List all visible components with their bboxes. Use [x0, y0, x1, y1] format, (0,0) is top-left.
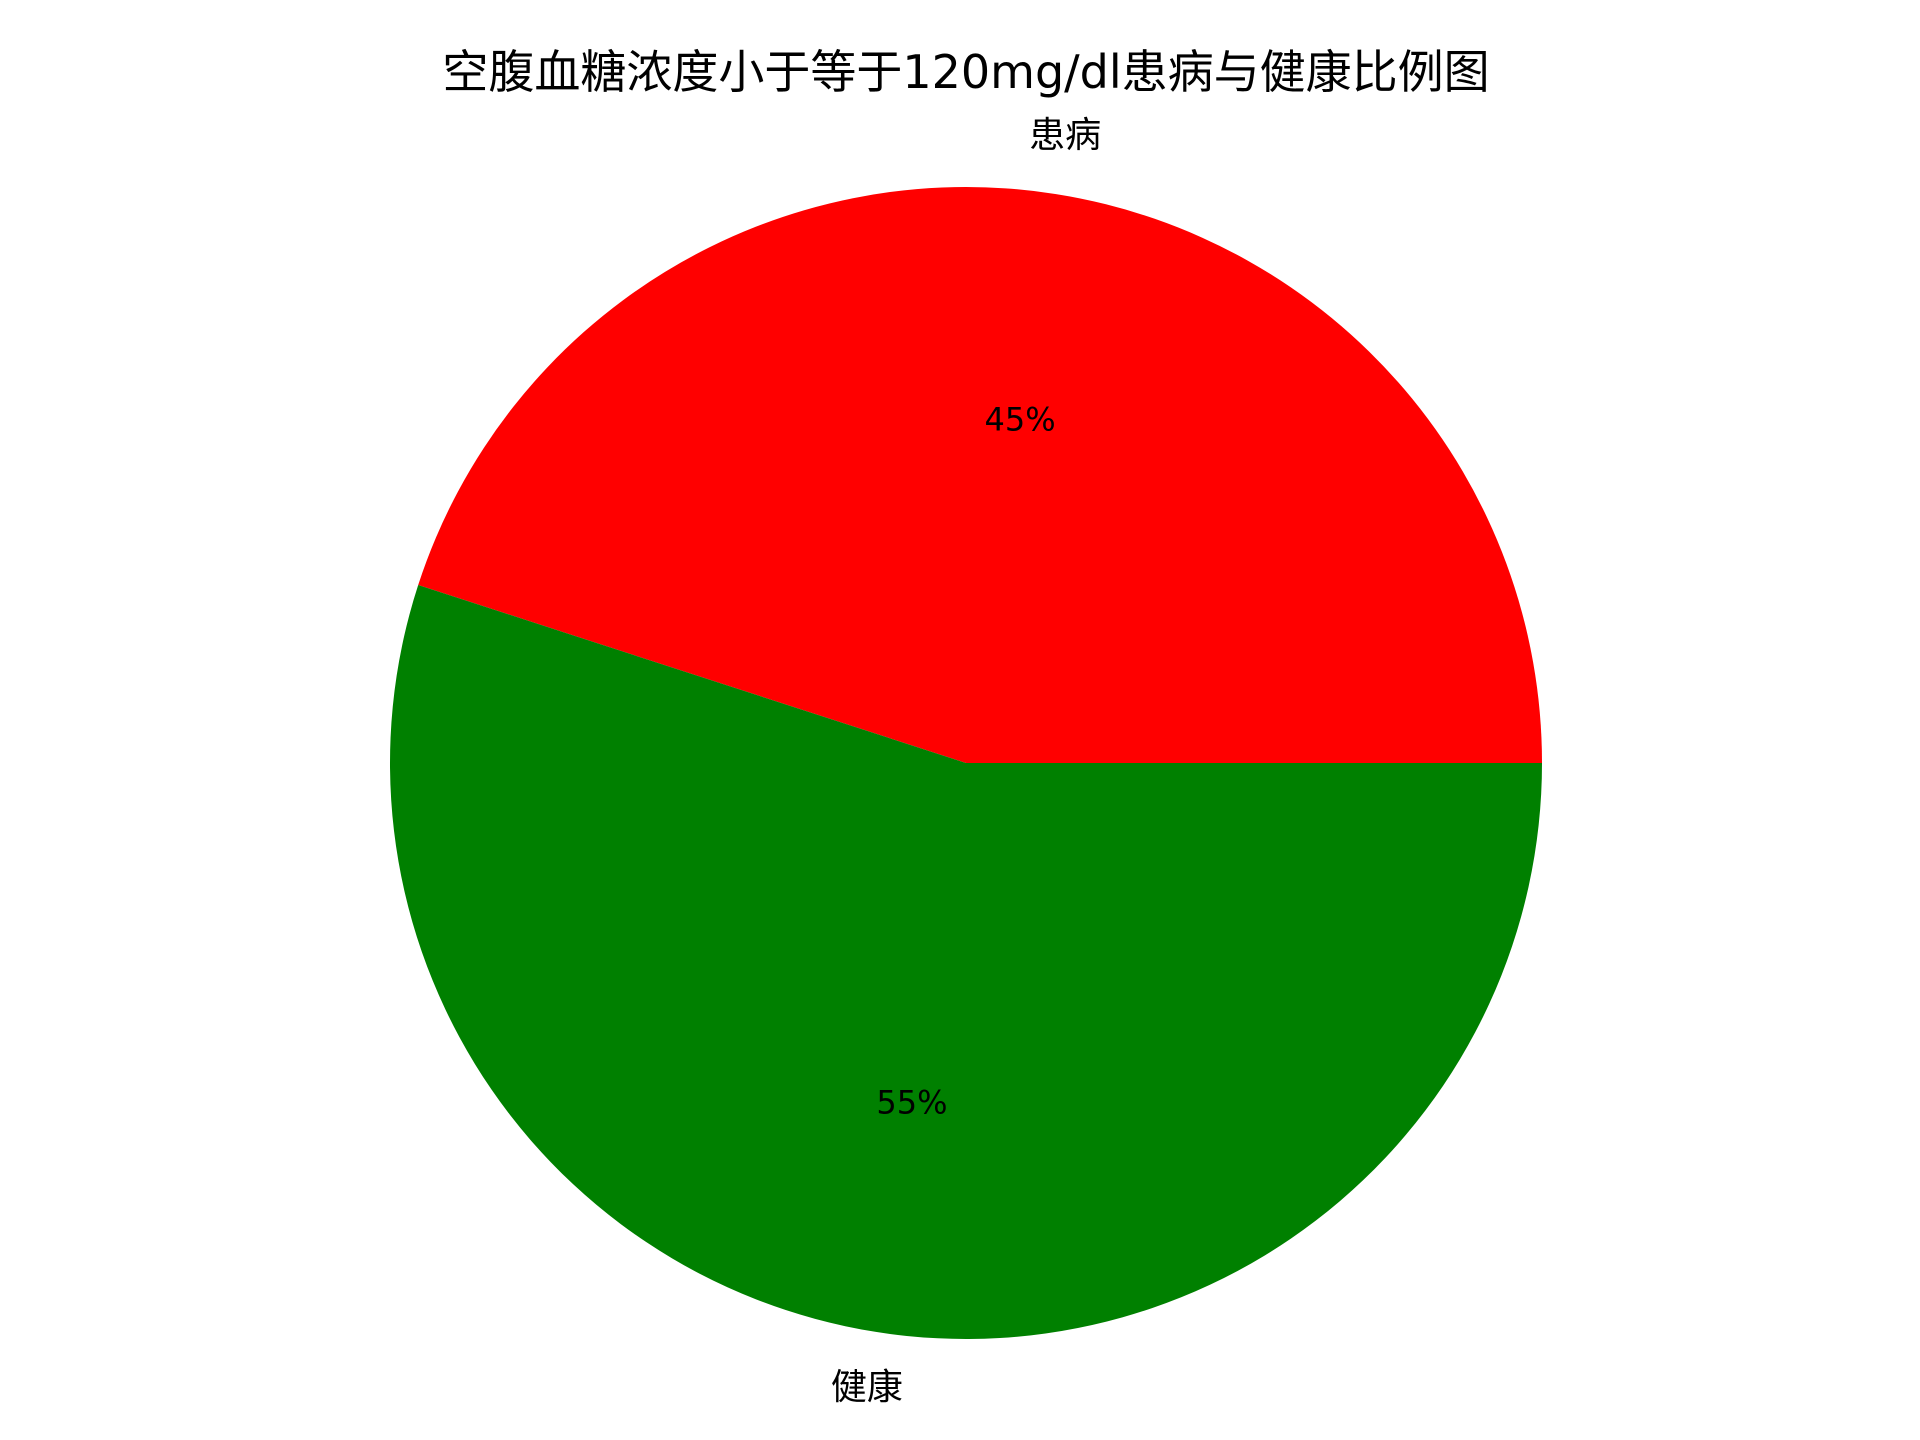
slice-label-1: 健康 [831, 1367, 903, 1408]
pie-slice-1 [389, 585, 1542, 1340]
pie-labels: 患病 45% 健康 55% [831, 115, 1101, 1408]
pie-slices [389, 187, 1543, 1340]
slice-label-0: 患病 [1029, 115, 1101, 156]
slice-pct-label-1: 55% [876, 1083, 947, 1121]
pie-slice-0 [418, 187, 1543, 763]
slice-pct-label-0: 45% [985, 401, 1056, 439]
chart-title: 空腹血糖浓度小于等于120mg/dl患病与健康比例图 [442, 45, 1489, 99]
